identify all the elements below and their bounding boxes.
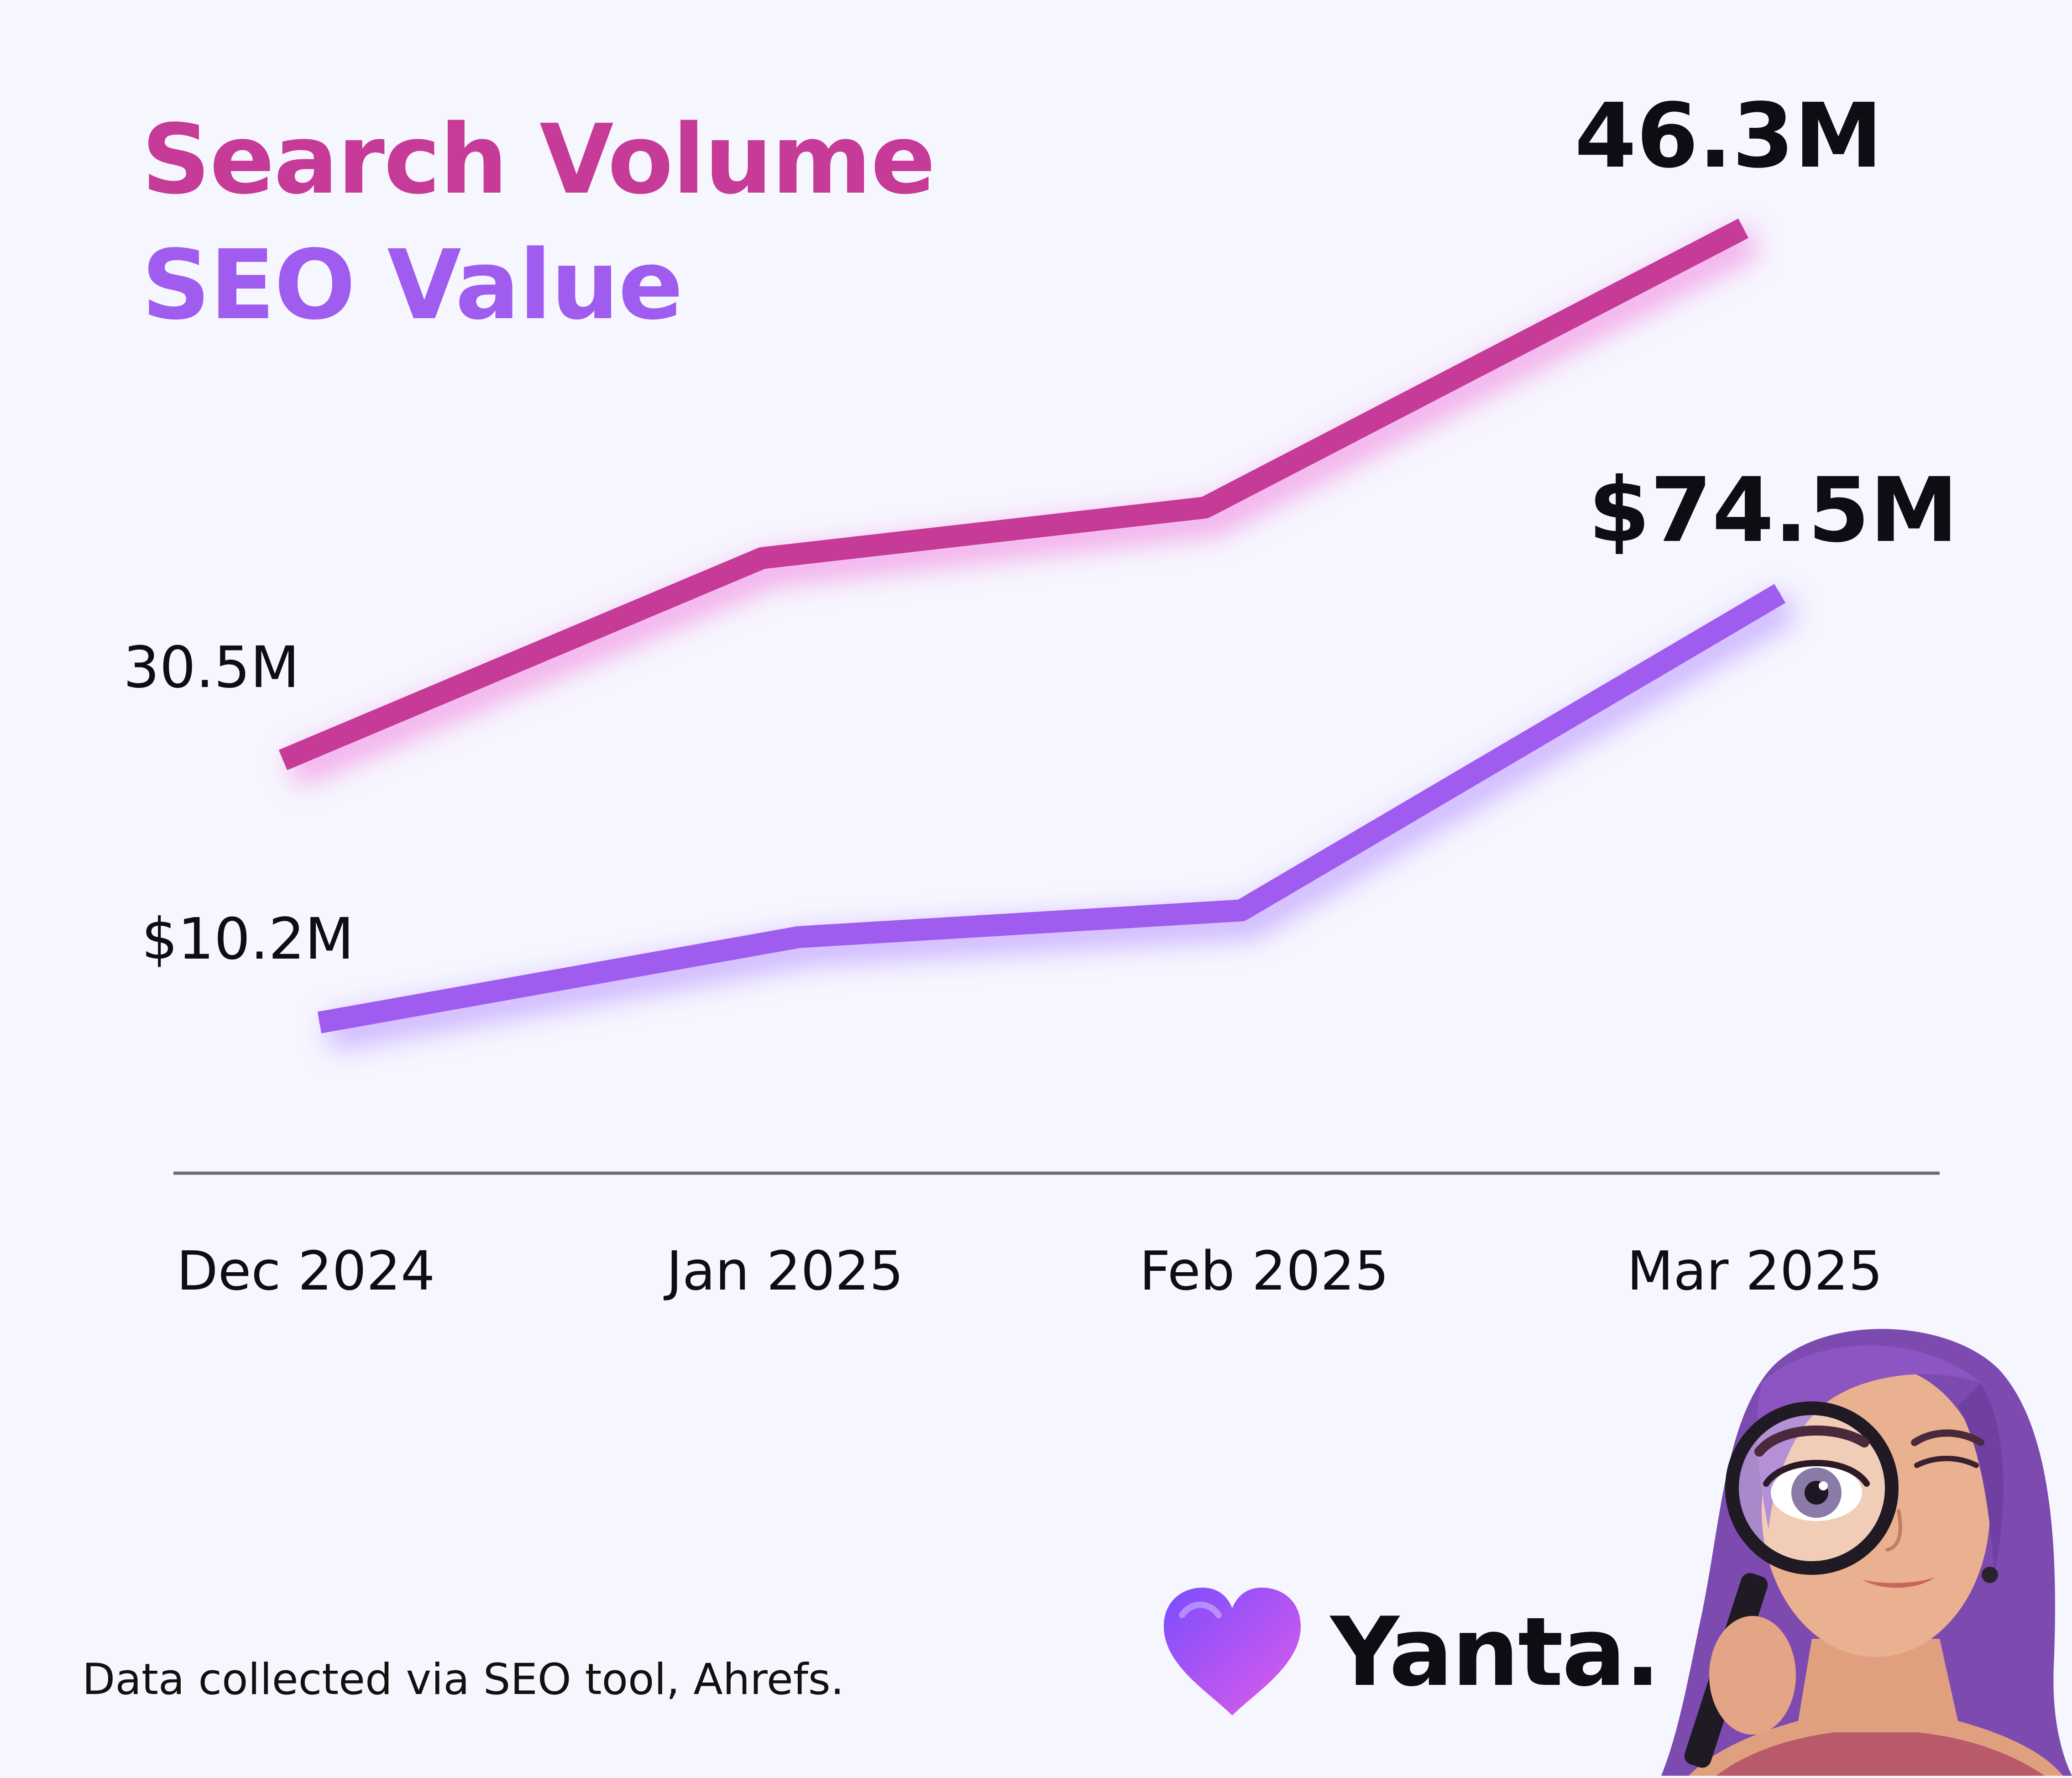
- data-point-1-1: [798, 936, 799, 938]
- data-point-0-1: [762, 557, 763, 559]
- x-tick-label: Dec 2024: [177, 1239, 435, 1302]
- woman-with-magnifying-glass-icon: [1661, 1319, 2072, 1778]
- x-axis-ticks: Dec 2024 Jan 2025 Feb 2025 Mar 2025: [177, 1239, 1883, 1302]
- series-glow-0: [286, 225, 1760, 787]
- data-point-1-2: [1241, 910, 1242, 911]
- series-line-seo-value: [317, 584, 1786, 1033]
- x-tick-label: Feb 2025: [1140, 1239, 1389, 1302]
- data-point-1-3: [1779, 593, 1780, 594]
- series-glow-1: [325, 591, 1797, 1050]
- brand-name: Yanta.: [1330, 1597, 1661, 1708]
- x-tick-label: Jan 2025: [663, 1239, 904, 1302]
- footnote: Data collected via SEO tool, Ahrefs.: [82, 1655, 844, 1705]
- heart-icon: [1155, 1583, 1310, 1722]
- legend-search-volume: Search Volume: [141, 104, 936, 215]
- brand-logo: Yanta.: [1155, 1579, 1661, 1726]
- data-label-1-0: $10.2M: [141, 906, 354, 972]
- x-tick-label: Mar 2025: [1627, 1239, 1883, 1302]
- series-line-search-volume: [278, 218, 1749, 771]
- data-label-0-0: 30.5M: [123, 635, 299, 701]
- data-point-0-3: [1743, 228, 1744, 229]
- data-point-0-2: [1204, 507, 1205, 508]
- data-labels: 30.5M 46.3M $10.2M $74.5M: [123, 84, 1958, 972]
- legend-seo-value: SEO Value: [141, 229, 683, 341]
- data-point-1-0: [319, 1022, 320, 1023]
- data-label-1-3: $74.5M: [1588, 458, 1958, 562]
- series-layer: [278, 218, 1797, 1050]
- data-label-0-3: 46.3M: [1575, 84, 1883, 188]
